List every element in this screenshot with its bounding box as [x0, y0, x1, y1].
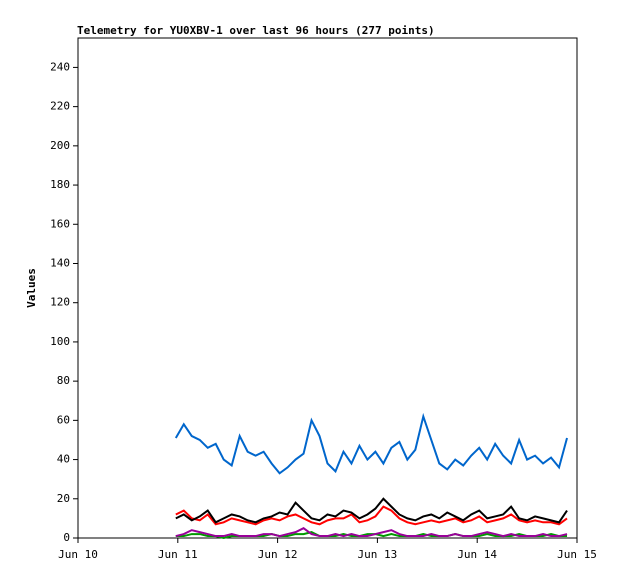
- y-tick-label: 20: [57, 492, 70, 505]
- x-tick-label: Jun 12: [258, 548, 298, 561]
- y-tick-label: 40: [57, 453, 70, 466]
- x-tick-label: Jun 10: [58, 548, 98, 561]
- x-tick-label: Jun 15: [557, 548, 597, 561]
- y-tick-label: 240: [50, 60, 70, 73]
- y-tick-label: 80: [57, 374, 70, 387]
- y-tick-label: 160: [50, 217, 70, 230]
- y-tick-label: 200: [50, 139, 70, 152]
- y-tick-label: 60: [57, 413, 70, 426]
- y-axis-label: Values: [25, 268, 38, 308]
- x-tick-label: Jun 11: [158, 548, 198, 561]
- y-tick-label: 100: [50, 335, 70, 348]
- y-tick-label: 0: [63, 531, 70, 544]
- y-tick-label: 180: [50, 178, 70, 191]
- y-tick-label: 220: [50, 100, 70, 113]
- plot-frame: [77, 37, 578, 539]
- y-tick-label: 140: [50, 256, 70, 269]
- series-line: [174, 412, 568, 475]
- chart-title: Telemetry for YU0XBV-1 over last 96 hour…: [77, 24, 435, 37]
- series-line: [175, 497, 568, 524]
- x-tick-label: Jun 14: [457, 548, 497, 561]
- y-tick-label: 120: [50, 296, 70, 309]
- x-tick-label: Jun 13: [358, 548, 398, 561]
- series-line: [175, 527, 568, 538]
- series-line: [175, 505, 568, 526]
